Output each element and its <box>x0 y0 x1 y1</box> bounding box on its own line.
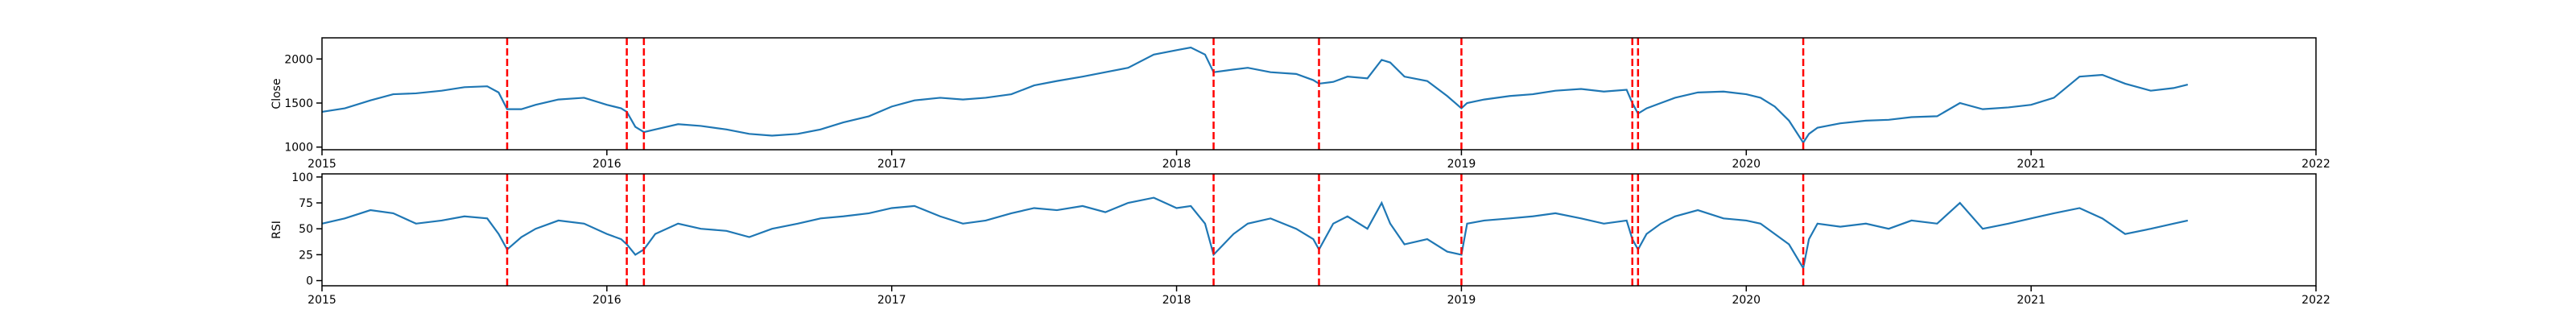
y-tick-label: 75 <box>299 197 313 210</box>
y-tick-label: 2000 <box>284 53 313 66</box>
y-tick-label: 0 <box>306 275 313 288</box>
axes-frame <box>321 37 2317 151</box>
x-tick-label: 2021 <box>2017 158 2046 171</box>
axes-frame <box>321 173 2317 287</box>
y-axis-label: Close <box>270 78 283 109</box>
x-tick-label: 2017 <box>877 158 906 171</box>
x-tick-label: 2020 <box>1732 294 1761 307</box>
x-tick-label: 2022 <box>2301 158 2330 171</box>
x-tick-label: 2016 <box>592 294 621 307</box>
x-tick-label: 2021 <box>2017 294 2046 307</box>
x-tick-label: 2015 <box>308 158 336 171</box>
y-tick-label: 1500 <box>284 97 313 110</box>
y-axis-label: RSI <box>270 221 283 239</box>
y-tick-label: 100 <box>291 171 313 184</box>
y-tick-label: 25 <box>299 249 313 262</box>
x-tick-label: 2022 <box>2301 294 2330 307</box>
x-tick-label: 2017 <box>877 294 906 307</box>
x-tick-label: 2018 <box>1162 294 1191 307</box>
price-line <box>321 46 2189 145</box>
price-line <box>321 196 2188 271</box>
x-tick-label: 2019 <box>1447 294 1476 307</box>
y-tick-label: 1000 <box>284 142 313 155</box>
x-tick-label: 2020 <box>1732 158 1761 171</box>
x-tick-label: 2015 <box>308 294 336 307</box>
x-tick-label: 2016 <box>592 158 621 171</box>
x-tick-label: 2018 <box>1162 158 1191 171</box>
x-tick-label: 2019 <box>1447 158 1476 171</box>
y-tick-label: 50 <box>299 223 313 236</box>
